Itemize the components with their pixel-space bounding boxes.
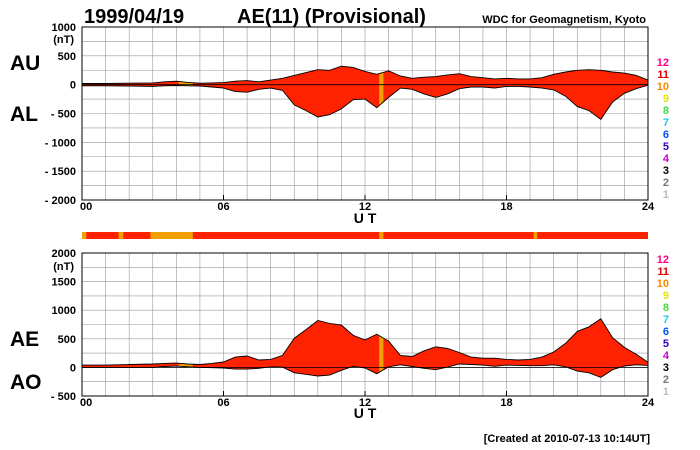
legend-level-8: 8 xyxy=(663,302,669,314)
legend-level-1: 1 xyxy=(663,386,669,398)
au-al-y-tick-label: - 1500 xyxy=(45,166,76,178)
status-strip-segment xyxy=(82,232,87,239)
legend-level-11: 11 xyxy=(657,266,669,278)
source-label: WDC for Geomagnetism, Kyoto xyxy=(482,14,646,26)
legend-level-10: 10 xyxy=(657,81,669,93)
legend-level-12: 12 xyxy=(657,254,669,266)
au-al-grid xyxy=(82,27,648,200)
legend-level-10: 10 xyxy=(657,278,669,290)
au-al-panel: 1000 500 0 - 500 - 1000 - 1500 - 2000 00 06 12 18… xyxy=(10,22,655,226)
au-al-x-tick-label: 00 xyxy=(80,201,92,213)
ae-ao-x-tick-label: 18 xyxy=(500,397,512,409)
legend-level-6: 6 xyxy=(663,129,669,141)
legend-level-5: 5 xyxy=(663,338,669,350)
ae-ao-y-tick-label: 2000 xyxy=(52,248,76,260)
au-al-y-tick-label: 0 xyxy=(70,80,76,92)
ae-ao-x-ticks: 00 06 12 18 24 xyxy=(80,391,655,409)
legend-level-3: 3 xyxy=(663,165,669,177)
ae-ao-xlabel: U T xyxy=(354,405,377,421)
index-title: AE(11) (Provisional) xyxy=(237,6,426,28)
legend-level-1: 1 xyxy=(663,189,669,201)
data-status-strip xyxy=(82,232,648,239)
legend-level-7: 7 xyxy=(663,314,669,326)
ae-ao-panel: 2000 1500 1000 500 0 - 500 00 06 12 18 24 (nT) U … xyxy=(10,248,655,421)
ae-ao-y-ticks: 2000 1500 1000 500 0 - 500 xyxy=(51,248,76,403)
ae-ao-grid xyxy=(82,253,648,396)
ae-ao-ylabel: (nT) xyxy=(53,261,74,273)
ae-ao-y-tick-label: 1500 xyxy=(52,277,76,289)
legend-level-12: 12 xyxy=(657,57,669,69)
ae-ao-alt-span xyxy=(379,318,384,378)
ae-label: AE xyxy=(10,328,39,351)
ae-ao-y-tick-label: - 500 xyxy=(51,391,76,403)
legend-level-9: 9 xyxy=(663,93,669,105)
created-stamp: [Created at 2010-07-13 10:14UT] xyxy=(484,433,651,445)
au-al-series-au xyxy=(82,65,649,84)
ae-ao-envelope-fill xyxy=(82,318,648,378)
ae-ao-series-ae xyxy=(82,318,649,366)
legend-level-9: 9 xyxy=(663,290,669,302)
ae-ao-x-tick-label: 12 xyxy=(359,397,371,409)
legend-level-11: 11 xyxy=(657,69,669,81)
status-strip-segment xyxy=(118,232,124,239)
au-al-alt-span xyxy=(379,66,384,120)
status-strip-base xyxy=(82,232,648,239)
ao-label: AO xyxy=(10,371,42,394)
status-strip-segment xyxy=(150,232,193,239)
au-al-y-tick-label: 500 xyxy=(58,51,76,63)
status-strip-segment xyxy=(379,232,384,239)
legend-level-4: 4 xyxy=(663,153,670,165)
au-al-series-al xyxy=(82,84,649,120)
au-al-y-ticks: 1000 500 0 - 500 - 1000 - 1500 - 2000 xyxy=(45,22,76,207)
au-al-y-tick-label: 1000 xyxy=(52,22,76,34)
au-al-x-tick-label: 06 xyxy=(217,201,229,213)
legend-level-5: 5 xyxy=(663,141,669,153)
legend-level-8: 8 xyxy=(663,105,669,117)
au-al-x-tick-label: 24 xyxy=(642,201,655,213)
ae-ao-y-tick-label: 500 xyxy=(58,334,76,346)
au-al-ylabel: (nT) xyxy=(53,34,74,46)
ae-ao-y-tick-label: 1000 xyxy=(52,305,76,317)
au-label: AU xyxy=(10,52,40,75)
au-al-envelope-fill xyxy=(82,66,648,120)
au-al-y-tick-label: - 2000 xyxy=(45,195,76,207)
au-al-x-tick-label: 12 xyxy=(359,201,371,213)
legend-level-2: 2 xyxy=(663,374,669,386)
status-strip-segment xyxy=(533,232,538,239)
ae-ao-x-tick-label: 24 xyxy=(642,397,655,409)
au-al-xlabel: U T xyxy=(354,210,377,226)
al-label: AL xyxy=(10,103,38,126)
ae-ao-x-tick-label: 06 xyxy=(217,397,229,409)
ae-ao-x-tick-label: 00 xyxy=(80,397,92,409)
date-title: 1999/04/19 xyxy=(84,6,184,28)
legend-level-4: 4 xyxy=(663,350,670,362)
au-al-x-tick-label: 18 xyxy=(500,201,512,213)
au-al-y-tick-label: - 500 xyxy=(51,109,76,121)
au-al-y-tick-label: - 1000 xyxy=(45,137,76,149)
au-al-x-ticks: 00 06 12 18 24 xyxy=(80,195,655,213)
legend-level-3: 3 xyxy=(663,362,669,374)
legend-level-7: 7 xyxy=(663,117,669,129)
legend-level-6: 6 xyxy=(663,326,669,338)
legend-level-2: 2 xyxy=(663,177,669,189)
ae-ao-y-tick-label: 0 xyxy=(70,362,76,374)
